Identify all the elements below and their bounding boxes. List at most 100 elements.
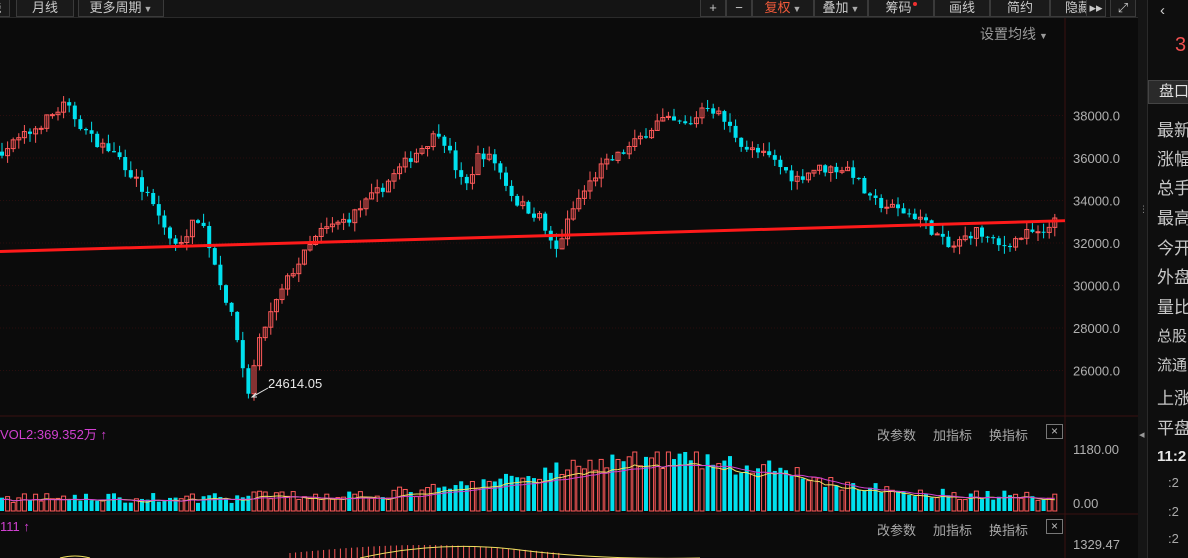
fullscreen-icon[interactable]: ⤢: [1110, 0, 1136, 17]
candle-body: [44, 114, 50, 129]
volume-bar: [151, 493, 156, 511]
volume-bar: [688, 460, 693, 511]
candle-body: [0, 151, 4, 156]
candle-body: [481, 153, 486, 160]
chip-distribution-button[interactable]: 筹码: [868, 0, 934, 17]
kline-chart[interactable]: 38000.0 36000.0 34000.0 32000.0 30000.0 28000…: [0, 18, 1140, 558]
candle-body: [335, 221, 341, 225]
candle-body: [744, 146, 749, 150]
volume-bar: [716, 463, 722, 512]
volume-bar: [224, 498, 228, 511]
volume-bar: [968, 493, 973, 511]
volume-bar: [756, 468, 760, 511]
volume-bar: [459, 481, 464, 511]
zoom-in-button[interactable]: +: [700, 0, 726, 17]
simple-mode-button[interactable]: 简约: [990, 0, 1050, 17]
candle-body: [705, 107, 710, 109]
volume-switch-indicator-button[interactable]: 换指标: [989, 428, 1029, 443]
candle-body: [677, 120, 682, 122]
volume-bar: [128, 502, 133, 511]
indicator-add-indicator-button[interactable]: 加指标: [933, 523, 973, 538]
volume-bar: [391, 489, 397, 512]
volume-bar: [1024, 491, 1030, 512]
volume-bar: [117, 497, 122, 511]
candle-body: [654, 120, 660, 131]
candle-body: [385, 180, 391, 193]
price-axis-tick: 26000.0: [1073, 364, 1120, 379]
volume-bar: [363, 497, 369, 512]
candle-body: [38, 127, 44, 130]
candle-body: [649, 129, 655, 139]
candle-body: [828, 166, 834, 173]
candle-body: [784, 167, 788, 171]
back-icon[interactable]: ‹: [1160, 2, 1165, 19]
panel-splitter[interactable]: ⋮ ◂: [1138, 0, 1148, 558]
quote-row-label: 外盘: [1157, 268, 1188, 287]
volume-title-text: VOL2:369.352万: [0, 427, 97, 442]
indicator-change-params-button[interactable]: 改参数: [877, 523, 917, 538]
ma-setting-button[interactable]: 设置均线 ▼: [980, 24, 1048, 44]
candle-body: [946, 236, 951, 248]
overlay-button[interactable]: 叠加 ▼: [814, 0, 868, 17]
volume-close-button[interactable]: ×: [1046, 424, 1063, 439]
quote-row-label: 上涨: [1157, 389, 1188, 408]
zoom-out-button[interactable]: −: [726, 0, 752, 17]
candle-body: [856, 177, 861, 179]
candle-body: [218, 264, 223, 286]
volume-bar: [262, 491, 268, 512]
candle-body: [733, 125, 738, 138]
candle-body: [980, 227, 984, 237]
volume-bar: [845, 481, 851, 512]
volume-change-params-button[interactable]: 改参数: [877, 428, 917, 443]
volume-bar: [548, 472, 553, 511]
double-chevron-right-icon[interactable]: ▸▸: [1086, 0, 1106, 17]
chart-area[interactable]: 38000.0 36000.0 34000.0 32000.0 30000.0 28000…: [0, 18, 1140, 558]
volume-bar: [229, 502, 234, 511]
quote-row-label: 流通: [1157, 357, 1188, 374]
quote-row-label: 今开: [1157, 239, 1188, 258]
candle-body: [1002, 245, 1007, 247]
candle-body: [929, 220, 934, 235]
candle-body: [207, 225, 212, 249]
volume-bar: [644, 456, 648, 511]
candle-body: [896, 204, 900, 209]
adjust-rights-button[interactable]: 复权 ▼: [752, 0, 814, 17]
volume-bar: [789, 474, 794, 511]
period-button-2[interactable]: 更多周期 ▼: [78, 0, 164, 17]
period-button-1[interactable]: 月线: [16, 0, 74, 17]
volume-bar: [951, 492, 957, 512]
candle-body: [189, 219, 195, 238]
volume-bar: [218, 496, 223, 511]
period-button-0[interactable]: 线: [0, 0, 10, 17]
draw-line-button[interactable]: 画线: [934, 0, 990, 17]
indicator-title: 111 ↑: [0, 519, 30, 534]
volume-bar: [834, 485, 839, 511]
candle-body: [772, 155, 777, 160]
candle-body: [951, 245, 957, 248]
candle-body: [162, 215, 167, 228]
candle-body: [862, 177, 867, 194]
volume-bar: [38, 500, 44, 512]
candle-body: [436, 133, 441, 137]
candle-body: [962, 235, 968, 241]
volume-bar: [957, 498, 963, 512]
tab-order-book[interactable]: 盘口: [1148, 80, 1188, 104]
candle-body: [402, 157, 408, 168]
volume-bar: [28, 500, 32, 511]
candle-body: [156, 204, 161, 216]
volume-bar: [912, 496, 917, 511]
tick-time-row: :2: [1168, 531, 1179, 546]
volume-bar: [794, 467, 800, 512]
candle-body: [834, 166, 839, 173]
volume-bar: [106, 493, 111, 511]
collapse-arrow-icon[interactable]: ◂: [1139, 429, 1145, 441]
candle-body: [644, 136, 648, 138]
candle-body: [604, 158, 610, 165]
indicator-switch-indicator-button[interactable]: 换指标: [989, 523, 1029, 538]
indicator-close-button[interactable]: ×: [1046, 519, 1063, 534]
volume-bar: [884, 486, 890, 512]
volume-add-indicator-button[interactable]: 加指标: [933, 428, 973, 443]
volume-bar: [156, 501, 161, 511]
candle-body: [33, 128, 39, 135]
candle-body: [509, 185, 514, 196]
